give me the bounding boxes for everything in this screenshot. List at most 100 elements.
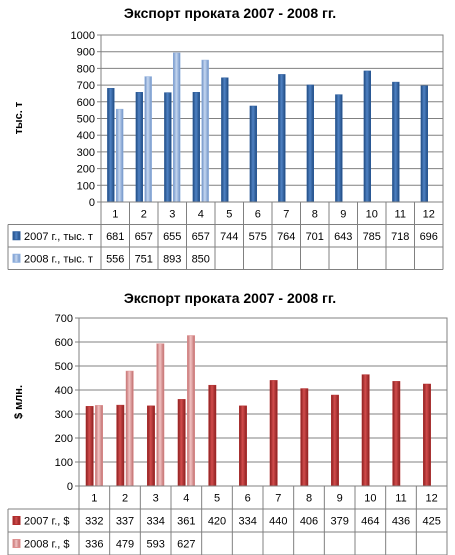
x-category-label: 2 [141,208,147,220]
data-label: 337 [116,516,134,528]
bar-2008-month-2 [125,370,134,487]
data-label: 440 [269,516,287,528]
data-label: 751 [135,253,153,265]
bar-2007-month-11 [392,381,401,487]
y-tick-label: 400 [77,130,95,142]
y-tick-label: 0 [89,197,95,209]
bar-2007-month-8 [300,388,309,487]
y-tick-label: 1000 [71,30,95,42]
bar-2007-month-6 [249,105,258,203]
y-tick-label: 200 [55,433,73,445]
legend-swatch [12,516,21,525]
data-label: 464 [361,516,379,528]
y-tick-label: 400 [55,385,73,397]
x-category-label: 4 [183,493,189,505]
data-label: 379 [330,516,348,528]
x-category-label: 8 [312,208,318,220]
x-category-label: 7 [283,208,289,220]
bar-2007-month-2 [135,92,144,203]
data-label: 336 [85,539,103,551]
x-category-label: 2 [122,493,128,505]
y-tick-label: 300 [77,147,95,159]
y-tick-label: 500 [77,114,95,126]
bar-2007-month-2 [116,404,125,487]
data-label: 681 [106,231,124,243]
y-tick-label: 100 [55,457,73,469]
bar-2008-month-4 [201,59,209,203]
bar-2008-month-2 [144,76,152,203]
y-tick-label: 600 [55,337,73,349]
x-category-label: 3 [153,493,159,505]
bar-2007-month-8 [306,84,315,203]
y-tick-label: 200 [77,164,95,176]
x-category-label: 5 [214,493,220,505]
y-tick-label: 100 [77,180,95,192]
legend-swatch [12,231,21,241]
x-category-label: 1 [112,208,118,220]
data-label: 718 [391,231,409,243]
bar-2007-month-10 [363,70,372,203]
y-axis-label: $ млн. [13,385,25,419]
data-label: 893 [163,253,181,265]
bar-2007-month-1 [107,88,115,203]
x-category-label: 6 [245,493,251,505]
y-tick-label: 800 [77,63,95,75]
data-label: 479 [116,539,134,551]
bar-2007-month-4 [192,92,201,203]
bar-2007-month-3 [164,92,172,203]
y-axis-label: тыс. т [13,101,25,134]
data-label: 332 [85,516,103,528]
bar-2008-month-1 [116,108,124,203]
data-label: 764 [277,231,295,243]
data-label: 425 [422,516,440,528]
data-label: 406 [300,516,318,528]
bar-2007-month-9 [331,394,339,487]
data-label: 657 [192,231,210,243]
y-tick-label: 700 [55,313,73,325]
bar-2007-month-7 [278,74,286,203]
data-label: 420 [208,516,226,528]
data-label: 556 [106,253,124,265]
data-label: 657 [135,231,153,243]
bar-2007-month-6 [239,405,247,487]
data-label: 701 [306,231,324,243]
chart-export-usd: Экспорт проката 2007 - 2008 гг. $ млн. 0… [7,290,448,555]
y-tick-label: 500 [55,361,73,373]
x-category-label: 4 [198,208,204,220]
y-tick-label: 300 [55,409,73,421]
legend-entry: 2007 г., тыс. т [24,231,93,243]
data-label: 627 [177,539,195,551]
plot-area [78,317,448,487]
bar-2007-month-12 [423,383,431,487]
data-label: 744 [220,231,238,243]
x-category-label: 10 [364,493,376,505]
bar-2008-month-3 [173,52,181,203]
data-label: 655 [163,231,181,243]
bar-2007-month-9 [335,94,343,203]
data-label: 334 [238,516,256,528]
data-label: 696 [420,231,438,243]
bar-2007-month-12 [420,85,429,203]
x-category-label: 6 [255,208,261,220]
bar-2008-month-3 [156,343,165,487]
x-category-label: 10 [366,208,378,220]
x-category-label: 11 [395,208,406,220]
data-label: 361 [177,516,195,528]
bar-2007-month-4 [177,399,186,487]
legend-swatch [12,253,21,263]
x-category-label: 11 [395,493,406,505]
legend-entry: 2007 г., $ [24,516,69,528]
chart-title: Экспорт проката 2007 - 2008 гг. [124,290,336,306]
data-label: 850 [192,253,210,265]
chart-title: Экспорт проката 2007 - 2008 гг. [124,5,336,21]
y-tick-label: 600 [77,97,95,109]
x-category-label: 8 [306,493,312,505]
x-category-label: 3 [169,208,175,220]
legend-swatch [12,539,21,548]
bar-2007-month-1 [85,406,94,487]
data-label: 593 [146,539,164,551]
bar-2007-month-3 [147,405,155,487]
bar-2007-month-7 [269,380,278,487]
x-category-label: 9 [337,493,343,505]
